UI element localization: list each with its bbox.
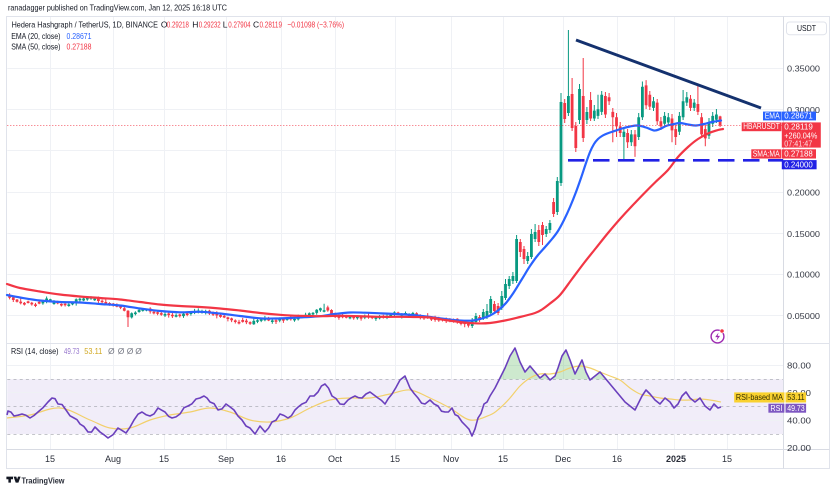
svg-text:SMA (50, close): SMA (50, close) [11,41,60,51]
svg-text:0.27188: 0.27188 [784,150,813,159]
svg-text:2025: 2025 [666,454,686,464]
svg-text:0.27188: 0.27188 [67,41,92,51]
svg-text:49.73: 49.73 [787,404,805,413]
svg-text:0.35000: 0.35000 [787,64,820,74]
svg-text:Ø: Ø [118,346,125,356]
svg-text:15: 15 [722,454,732,464]
svg-text:53.11: 53.11 [787,393,805,402]
svg-text:0.29218: 0.29218 [167,20,189,30]
svg-text:15: 15 [498,454,508,464]
svg-text:Oct: Oct [328,454,343,464]
svg-text:ranadagger published on Tradin: ranadagger published on TradingView.com,… [8,3,227,13]
svg-text:15: 15 [390,454,400,464]
svg-text:H: H [192,20,198,30]
svg-text:15: 15 [159,454,169,464]
svg-text:16: 16 [276,454,286,464]
svg-text:0.29232: 0.29232 [199,20,221,30]
svg-text:Ø: Ø [135,346,142,356]
svg-text:0.28119: 0.28119 [260,20,283,30]
svg-text:49.73: 49.73 [64,346,80,356]
svg-text:0.20000: 0.20000 [787,188,820,198]
svg-text:15: 15 [45,454,55,464]
svg-text:RSI-based MA: RSI-based MA [736,393,784,402]
svg-text:0.27904: 0.27904 [228,20,250,30]
svg-text:0.05000: 0.05000 [787,311,820,321]
svg-text:80.00: 80.00 [787,361,811,371]
svg-text:+260.04%: +260.04% [784,131,817,140]
svg-text:0.30000: 0.30000 [787,105,820,115]
svg-text:Sep: Sep [218,454,234,464]
svg-text:Dec: Dec [555,454,572,464]
svg-text:C: C [253,20,259,30]
svg-text:HBARUSDT: HBARUSDT [743,122,780,131]
svg-text:−0.01098 (−3.76%): −0.01098 (−3.76%) [287,20,344,30]
svg-text:Ø: Ø [127,346,134,356]
svg-text:SMA:MA: SMA:MA [753,150,781,159]
svg-text:O: O [161,20,168,30]
svg-text:16: 16 [612,454,622,464]
svg-text:0.24000: 0.24000 [784,160,813,169]
svg-text:TradingView: TradingView [22,476,65,486]
svg-text:EMA (20, close): EMA (20, close) [11,31,60,41]
svg-text:USDT: USDT [797,24,816,33]
svg-text:40.00: 40.00 [787,416,811,426]
svg-text:EMA: EMA [765,111,781,120]
svg-text:Ø: Ø [108,346,115,356]
svg-text:0.28671: 0.28671 [67,31,92,41]
svg-text:20.00: 20.00 [787,443,811,453]
svg-text:RSI (14, close): RSI (14, close) [11,346,59,356]
svg-text:0.10000: 0.10000 [787,270,820,280]
svg-text:L: L [223,20,228,30]
svg-text:0.28119: 0.28119 [784,123,813,132]
svg-text:07:41:47: 07:41:47 [784,140,812,149]
svg-text:Hedera Hashgraph / TetherUS, 1: Hedera Hashgraph / TetherUS, 1D, BINANCE [12,20,159,30]
svg-text:0.15000: 0.15000 [787,229,820,239]
svg-text:0.28671: 0.28671 [784,111,813,120]
svg-text:Nov: Nov [443,454,460,464]
svg-text:RSI: RSI [770,404,782,413]
svg-text:53.11: 53.11 [84,346,102,356]
svg-text:Aug: Aug [105,454,121,464]
